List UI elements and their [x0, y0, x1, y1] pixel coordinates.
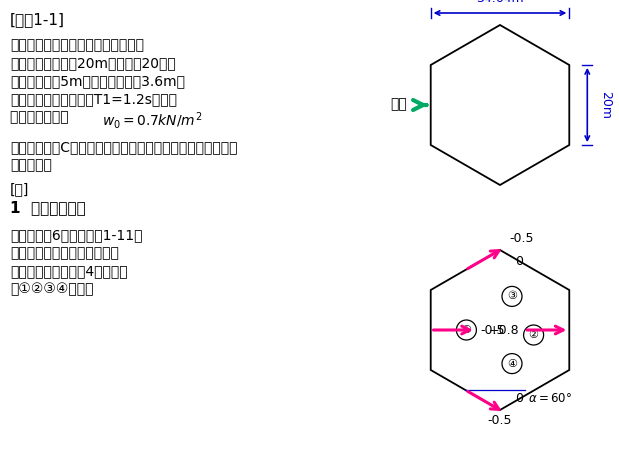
Text: 正六边形，边长为20m。房屋共20层，: 正六边形，边长为20m。房屋共20层，: [10, 56, 176, 70]
Text: ②: ②: [529, 330, 539, 340]
Text: 用①②③④表示。: 用①②③④表示。: [10, 282, 93, 296]
Text: ③: ③: [507, 291, 517, 301]
Text: [解]: [解]: [10, 182, 29, 196]
Text: $\alpha = 60°$: $\alpha = 60°$: [529, 392, 572, 405]
Text: 34.64m: 34.64m: [476, 0, 524, 5]
Text: 该房屋共有6个面，查表1-11得: 该房屋共有6个面，查表1-11得: [10, 228, 142, 242]
Text: 该房屋的第一自振周期T1=1.2s，所在: 该房屋的第一自振周期T1=1.2s，所在: [10, 92, 177, 106]
Text: 1  确定体形系数: 1 确定体形系数: [10, 200, 86, 215]
Text: -0.5: -0.5: [487, 414, 511, 428]
Text: 20m: 20m: [599, 91, 612, 119]
Text: 地面粗糙度为C类。试计算各楼层处与风向一致方向总的风荷: 地面粗糙度为C类。试计算各楼层处与风向一致方向总的风荷: [10, 140, 238, 154]
Text: 0: 0: [514, 255, 522, 268]
Text: 除底层层高为5m外，其余层高为3.6m。: 除底层层高为5m外，其余层高为3.6m。: [10, 74, 185, 88]
Text: +0.8: +0.8: [488, 323, 519, 337]
Text: 载标准值。: 载标准值。: [10, 158, 52, 172]
Text: ④: ④: [507, 359, 517, 369]
Text: 一高层钢筋混凝土结构，平面形状为: 一高层钢筋混凝土结构，平面形状为: [10, 38, 144, 52]
Text: -0.5: -0.5: [509, 232, 534, 246]
Text: 如图所示，不为零的4个面分别: 如图所示，不为零的4个面分别: [10, 264, 128, 278]
Text: [例题1-1]: [例题1-1]: [10, 12, 65, 27]
Text: 0: 0: [514, 392, 522, 405]
Text: 到各个面的风荷载体形系数，: 到各个面的风荷载体形系数，: [10, 246, 119, 260]
Text: 地区的基本风压: 地区的基本风压: [10, 110, 73, 124]
Text: 风向: 风向: [390, 97, 407, 111]
Text: -0.5: -0.5: [481, 323, 505, 337]
Text: $w_0 = 0.7kN/m^2$: $w_0 = 0.7kN/m^2$: [102, 110, 202, 131]
Text: ①: ①: [461, 325, 472, 335]
